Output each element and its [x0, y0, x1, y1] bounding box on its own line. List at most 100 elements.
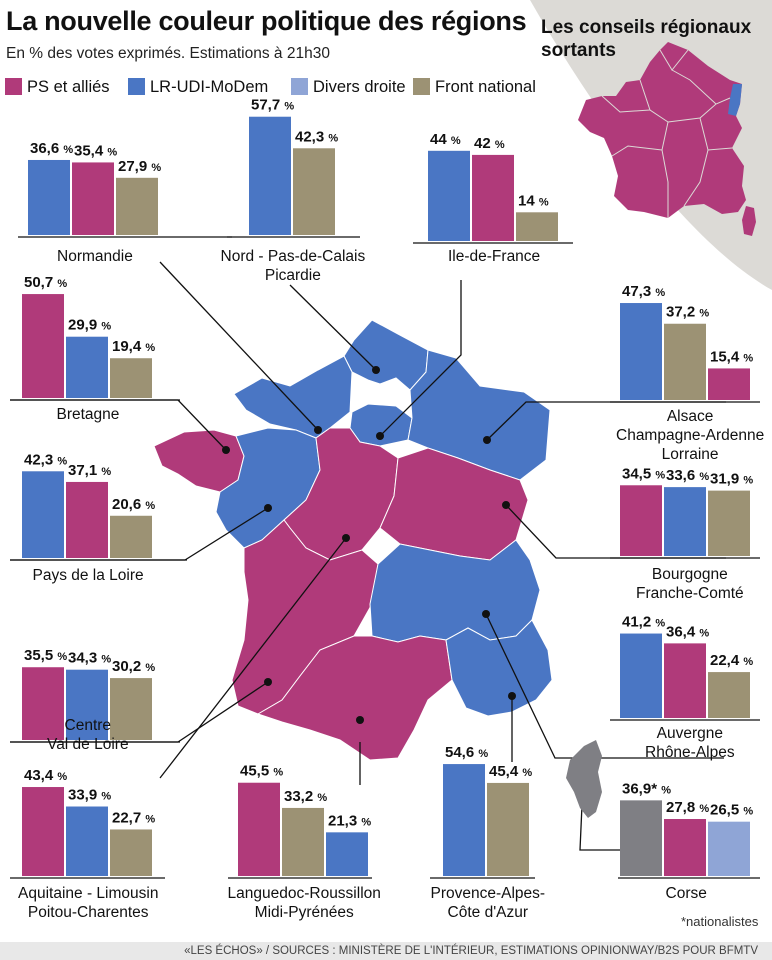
bar-ps	[664, 643, 706, 718]
legend-swatch-lr	[128, 78, 145, 95]
bar-value-label: 22,4 %	[710, 652, 753, 669]
bar-value-label: 41,2 %	[622, 614, 665, 631]
map-marker	[222, 446, 230, 454]
bar-ps	[22, 667, 64, 740]
bar-fn	[708, 490, 750, 556]
map-marker	[264, 678, 272, 686]
bar-value-label: 50,7 %	[24, 274, 67, 291]
bar-lr	[249, 116, 291, 235]
bar-value-label: 42,3 %	[295, 128, 338, 145]
bar-ps	[238, 782, 280, 876]
bar-value-label: 57,7 %	[251, 97, 294, 114]
bar-ps	[22, 787, 64, 876]
inset-map-corse	[742, 206, 756, 236]
bar-value-label: 15,4 %	[710, 348, 753, 365]
map-marker	[356, 716, 364, 724]
bar-ps	[620, 485, 662, 556]
bar-value-label: 27,8 %	[666, 799, 709, 816]
sources-bar: «LES ÉCHOS» / SOURCES : MINISTÈRE DE L'I…	[0, 942, 772, 960]
inset-map-shape	[578, 42, 746, 218]
bar-value-label: 45,4 %	[489, 763, 532, 780]
inset-map-borders	[601, 49, 733, 218]
bar-fn	[116, 177, 158, 235]
region-name: Pays de la Loire	[32, 567, 144, 584]
bar-fn	[293, 148, 335, 235]
bar-corse_nat	[620, 800, 662, 876]
bar-lr	[66, 806, 108, 876]
region-name: Bretagne	[56, 406, 120, 423]
bar-value-label: 37,1 %	[68, 462, 111, 479]
bar-value-label: 45,5 %	[240, 763, 283, 780]
bar-lr	[620, 633, 662, 718]
region-name: Ile-de-France	[448, 248, 541, 265]
bar-value-label: 33,2 %	[284, 788, 327, 805]
region-name: Normandie	[57, 248, 133, 265]
legend-swatch-dd	[291, 78, 308, 95]
bar-lr	[28, 159, 70, 235]
bar-value-label: 27,9 %	[118, 158, 161, 175]
bar-fn	[110, 678, 152, 740]
leader-line	[379, 280, 462, 437]
map-marker	[508, 692, 516, 700]
bar-fn	[487, 782, 529, 876]
corse-map	[566, 740, 602, 818]
bar-lr	[428, 150, 470, 241]
bar-value-label: 19,4 %	[112, 338, 155, 355]
bar-ps	[708, 368, 750, 400]
bar-lr	[66, 336, 108, 398]
map-marker	[264, 504, 272, 512]
legend-swatch-ps	[5, 78, 22, 95]
bar-lr	[22, 471, 64, 558]
map-region-centre	[283, 427, 399, 561]
legend-label-lr: LR-UDI-MoDem	[150, 78, 269, 96]
region-name: Auvergne Rhône-Alpes	[645, 725, 735, 761]
inset-title: Les conseils régionaux sortants	[541, 17, 752, 61]
map-marker	[483, 436, 491, 444]
bar-dd	[708, 821, 750, 876]
leader-line	[159, 261, 319, 431]
region-name: Bourgogne Franche-Comté	[636, 566, 744, 602]
bar-ps	[66, 481, 108, 558]
bar-lr	[326, 832, 368, 876]
bar-value-label: 34,5 %	[622, 465, 665, 482]
bar-value-label: 33,6 %	[666, 467, 709, 484]
bar-fn	[708, 672, 750, 718]
map-marker	[342, 534, 350, 542]
bar-ps	[72, 162, 114, 235]
map-marker	[376, 432, 384, 440]
sources-text: «LES ÉCHOS» / SOURCES : MINISTÈRE DE L'I…	[184, 945, 758, 957]
bar-ps	[472, 154, 514, 241]
bar-value-label: 42,3 %	[24, 451, 67, 468]
bar-fn	[110, 358, 152, 398]
map-region-normandie	[233, 355, 353, 439]
legend-label-dd: Divers droite	[313, 78, 406, 96]
inset-map-alsace	[728, 84, 742, 116]
bar-lr	[443, 764, 485, 876]
region-name: Aquitaine - Limousin Poitou-Charentes	[18, 885, 159, 921]
bar-value-label: 35,4 %	[74, 142, 117, 159]
bar-value-label: 42 %	[474, 135, 505, 152]
map-marker	[372, 366, 380, 374]
region-name: Centre Val de Loire	[47, 717, 129, 753]
bar-value-label: 37,2 %	[666, 304, 709, 321]
bar-fn	[516, 212, 558, 241]
bar-value-label: 33,9 %	[68, 787, 111, 804]
legend-label-fn: Front national	[435, 78, 536, 96]
bar-value-label: 54,6 %	[445, 744, 488, 761]
bar-lr	[66, 669, 108, 740]
bar-fn	[110, 515, 152, 558]
bar-lr	[664, 487, 706, 556]
region-name: Provence-Alpes- Côte d'Azur	[430, 885, 546, 921]
region-name: Languedoc-Roussillon Midi-Pyrénées	[227, 885, 381, 921]
